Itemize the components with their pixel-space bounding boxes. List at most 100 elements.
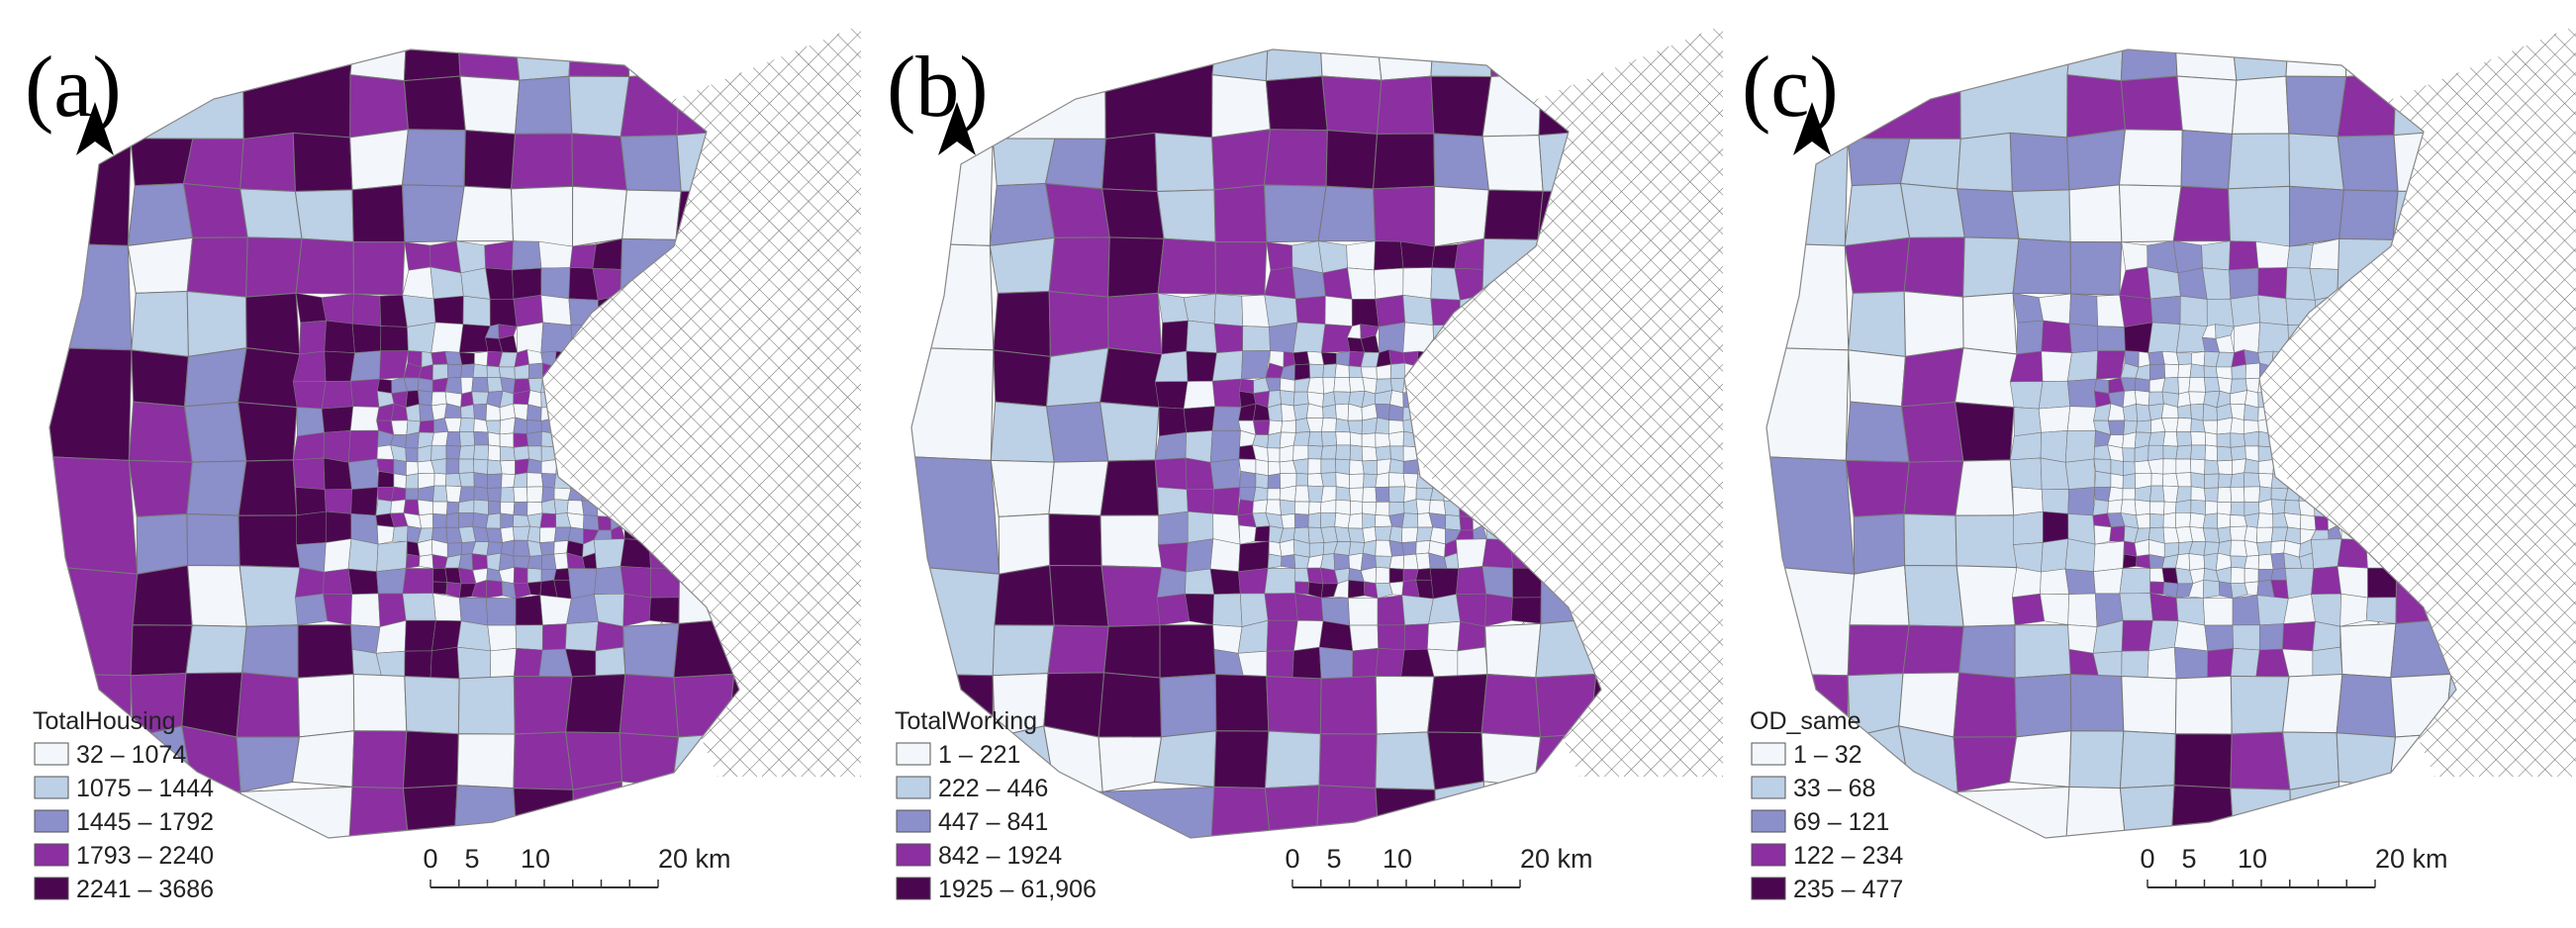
tract xyxy=(2122,431,2137,449)
tract xyxy=(1375,432,1391,448)
tract xyxy=(2162,458,2177,475)
tract xyxy=(2170,785,2235,838)
tract xyxy=(445,485,462,504)
tract xyxy=(2188,376,2206,393)
tract xyxy=(324,489,352,514)
tract xyxy=(457,499,475,513)
tract xyxy=(1048,512,1102,567)
tract xyxy=(1295,472,1309,487)
tract xyxy=(1484,622,1542,679)
tract xyxy=(2191,350,2206,367)
tract xyxy=(1402,267,1433,300)
tract xyxy=(347,568,379,596)
tract xyxy=(1483,189,1544,240)
tract xyxy=(323,593,353,625)
tract xyxy=(2243,568,2259,584)
tract xyxy=(1902,624,1964,675)
tract xyxy=(1321,431,1338,447)
tract xyxy=(539,595,572,626)
tract xyxy=(324,538,352,573)
tract xyxy=(1293,619,1324,652)
tract xyxy=(513,501,528,516)
tract xyxy=(1481,135,1544,192)
tract xyxy=(2069,241,2123,296)
tract xyxy=(2122,553,2138,569)
tract xyxy=(377,470,395,488)
tract xyxy=(2134,444,2149,463)
tract xyxy=(1186,489,1214,514)
tract xyxy=(1185,457,1214,491)
tract xyxy=(2180,130,2234,190)
tract xyxy=(453,785,518,838)
tract xyxy=(2190,499,2206,515)
tract xyxy=(1322,404,1337,419)
tract xyxy=(2013,510,2044,545)
tract xyxy=(131,349,189,408)
tract xyxy=(294,593,329,626)
tract xyxy=(1185,429,1213,463)
tract xyxy=(541,499,557,514)
tract xyxy=(1766,563,1856,677)
tract xyxy=(1766,241,1850,351)
tract xyxy=(526,404,542,421)
tract xyxy=(1349,444,1363,462)
tract xyxy=(1899,138,1961,190)
tract xyxy=(2282,731,2339,790)
tract xyxy=(2190,403,2205,421)
tract xyxy=(130,138,194,187)
tract xyxy=(2217,512,2232,529)
tract xyxy=(2175,553,2191,571)
tract xyxy=(2257,473,2274,489)
tract xyxy=(993,291,1051,357)
tract xyxy=(2190,431,2207,446)
tract xyxy=(299,320,327,355)
tract xyxy=(2232,624,2260,651)
tract xyxy=(1294,295,1326,325)
tract xyxy=(456,733,516,789)
tract xyxy=(2011,593,2046,626)
tract xyxy=(2188,391,2207,406)
tract xyxy=(182,182,248,238)
tract xyxy=(513,486,528,503)
tract xyxy=(1253,419,1271,435)
tract xyxy=(512,49,573,81)
tract xyxy=(2285,75,2347,138)
tract xyxy=(2311,566,2342,595)
tract xyxy=(1315,785,1380,838)
tract xyxy=(514,363,529,380)
tract xyxy=(2172,240,2203,274)
tract xyxy=(2041,320,2072,353)
tract xyxy=(2096,350,2126,380)
tract xyxy=(1318,49,1383,81)
tract xyxy=(2066,350,2098,382)
tract xyxy=(236,736,301,792)
tract xyxy=(486,365,502,378)
tract xyxy=(1294,513,1309,528)
tract xyxy=(2093,568,2124,595)
tract xyxy=(540,267,571,300)
tract xyxy=(499,417,517,435)
tract xyxy=(2136,554,2151,569)
tract xyxy=(419,513,433,529)
tract xyxy=(1153,730,1217,788)
tract xyxy=(526,525,541,543)
tract xyxy=(239,565,301,627)
tract xyxy=(1434,781,1484,838)
tract xyxy=(462,295,491,326)
tract xyxy=(2016,320,2044,355)
tract xyxy=(2216,445,2233,462)
tract xyxy=(2173,620,2209,652)
tract xyxy=(444,350,463,366)
tract xyxy=(2203,598,2234,626)
tract xyxy=(323,457,352,491)
tract xyxy=(2173,646,2209,680)
tract xyxy=(1265,75,1328,132)
tract xyxy=(2337,566,2368,599)
tract xyxy=(994,564,1055,626)
tract xyxy=(1185,568,1215,596)
tract xyxy=(429,646,460,682)
tract xyxy=(500,526,515,543)
tract xyxy=(1158,510,1189,545)
tract xyxy=(1900,402,1964,463)
